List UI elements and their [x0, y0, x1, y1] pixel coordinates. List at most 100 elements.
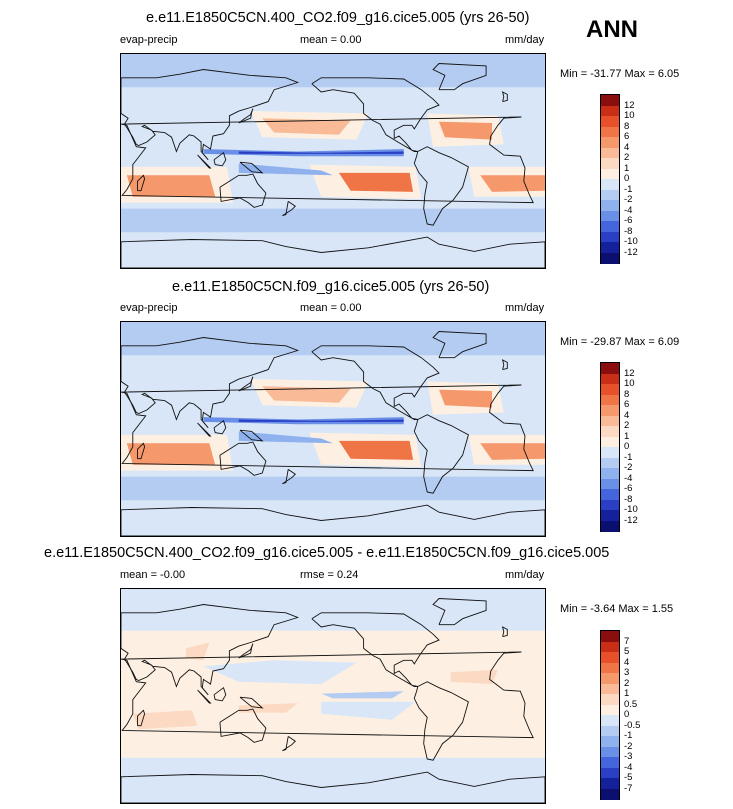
colorbar-segment [601, 447, 619, 458]
coastline [219, 441, 267, 476]
colorbar-tick-label: 12 [624, 367, 635, 379]
colorbar-segment [601, 405, 619, 416]
field-contour [203, 660, 357, 685]
panel-3-rmse-label: rmse = 0.24 [300, 569, 359, 581]
panel-2-minmax-label: Min = -29.87 Max = 6.09 [560, 336, 680, 348]
colorbar-segment [601, 478, 619, 490]
colorbar-tick-label: 10 [624, 378, 635, 389]
panel-2-mean-label: mean = 0.00 [300, 302, 362, 314]
coastline [213, 151, 227, 167]
panel-2-map [120, 321, 546, 537]
field-contour [121, 322, 545, 356]
colorbar-segment [601, 694, 619, 705]
colorbar-tick-label: 1 [624, 162, 630, 174]
colorbar-segment [601, 736, 619, 747]
colorbar-segment [601, 179, 619, 190]
colorbar-segment [601, 683, 619, 695]
coastline [121, 384, 534, 472]
panel-2-colorbar: 12 10 8 6 4 2 1 0 -1 -2 -4 -6 -8 -10 -12 [600, 362, 660, 534]
coastline [432, 63, 487, 91]
panel-1-title: e.e11.E1850C5CN.400_CO2.f09_g16.cice5.00… [146, 10, 530, 26]
coastline [432, 598, 487, 626]
colorbar-tick-label: -1 [624, 730, 633, 741]
coastline [219, 708, 267, 743]
panel-2-units-label: mm/day [505, 302, 545, 314]
colorbar-tick-label: -2 [624, 462, 633, 473]
coastline [311, 612, 440, 687]
coastline [282, 736, 297, 752]
colorbar-segment [601, 426, 619, 437]
colorbar-tick-label: 2 [624, 677, 630, 689]
coastline [282, 469, 297, 485]
colorbar-segment [601, 510, 619, 521]
panel-1-units-label: mm/day [505, 34, 545, 46]
colorbar-tick-label: -2 [624, 740, 633, 752]
colorbar-segment [601, 652, 619, 663]
coastline [238, 643, 254, 659]
panel-3-minmax-label: Min = -3.64 Max = 1.55 [560, 603, 674, 615]
colorbar-tick-label: -10 [624, 236, 638, 247]
coastline [137, 442, 146, 460]
panel-3-mean-label: mean = -0.00 [120, 569, 186, 581]
colorbar-tick-label: 4 [624, 409, 630, 421]
colorbar-tick-label: 4 [624, 141, 630, 153]
colorbar-tick-label: -10 [624, 504, 638, 515]
colorbar-segment [601, 746, 619, 758]
coastline [213, 686, 227, 702]
coastline [311, 345, 440, 420]
colorbar-tick-label: -3 [624, 751, 633, 762]
coastline [432, 331, 487, 359]
colorbar-segment [601, 231, 619, 243]
colorbar-segment [601, 631, 619, 642]
coastline [501, 626, 508, 638]
colorbar-segment [601, 673, 619, 684]
coastline [282, 201, 297, 217]
coastline [137, 709, 146, 727]
colorbar-segment [601, 373, 619, 385]
coastline [501, 91, 508, 103]
coastline [413, 681, 469, 761]
colorbar-tick-label: -4 [624, 472, 633, 484]
field-contour [121, 476, 545, 501]
colorbar-tick-label: 2 [624, 420, 630, 431]
coastline [121, 504, 545, 536]
season-label: ANN [586, 16, 638, 43]
coastline [197, 689, 212, 704]
colorbar-segment [601, 767, 619, 779]
colorbar-tick-label: -2 [624, 194, 633, 205]
map-field [121, 54, 545, 268]
field-contour [262, 386, 351, 403]
coastline [197, 154, 212, 169]
field-contour [238, 163, 333, 176]
field-contour [121, 757, 545, 803]
colorbar-tick-label: 0 [624, 441, 630, 452]
coastline [239, 429, 264, 442]
colorbar-tick-label: 8 [624, 388, 630, 400]
colorbar-tick-label: 6 [624, 399, 630, 410]
colorbar-tick-label: 1 [624, 688, 630, 699]
panel-2-variable-label: evap-precip [120, 302, 178, 314]
colorbar-tick-label: 3 [624, 667, 630, 678]
field-contour [450, 669, 498, 685]
field-contour [121, 589, 545, 631]
colorbar-tick-label: -12 [624, 514, 638, 526]
panel-3-title: e.e11.E1850C5CN.400_CO2.f09_g16.cice5.00… [44, 545, 610, 561]
coastline [413, 414, 469, 494]
colorbar-segment [601, 168, 619, 180]
colorbar-segment [601, 252, 619, 264]
colorbar-tick-label: 8 [624, 120, 630, 132]
colorbar-segment [601, 520, 619, 532]
colorbar-segment [601, 200, 619, 211]
field-contour [262, 118, 351, 135]
panel-1-minmax-label: Min = -31.77 Max = 6.05 [560, 68, 680, 80]
colorbar-segment [601, 436, 619, 448]
panel-1-variable-label: evap-precip [120, 34, 178, 46]
field-contour [238, 431, 333, 444]
field-contour [126, 443, 216, 465]
colorbar-tick-label: -12 [624, 246, 638, 258]
colorbar-tick-label: 4 [624, 656, 630, 668]
colorbar-segment [601, 757, 619, 768]
colorbar-tick-label: 0 [624, 709, 630, 720]
colorbar-tick-label: 5 [624, 646, 630, 657]
colorbar-segment [601, 158, 619, 169]
